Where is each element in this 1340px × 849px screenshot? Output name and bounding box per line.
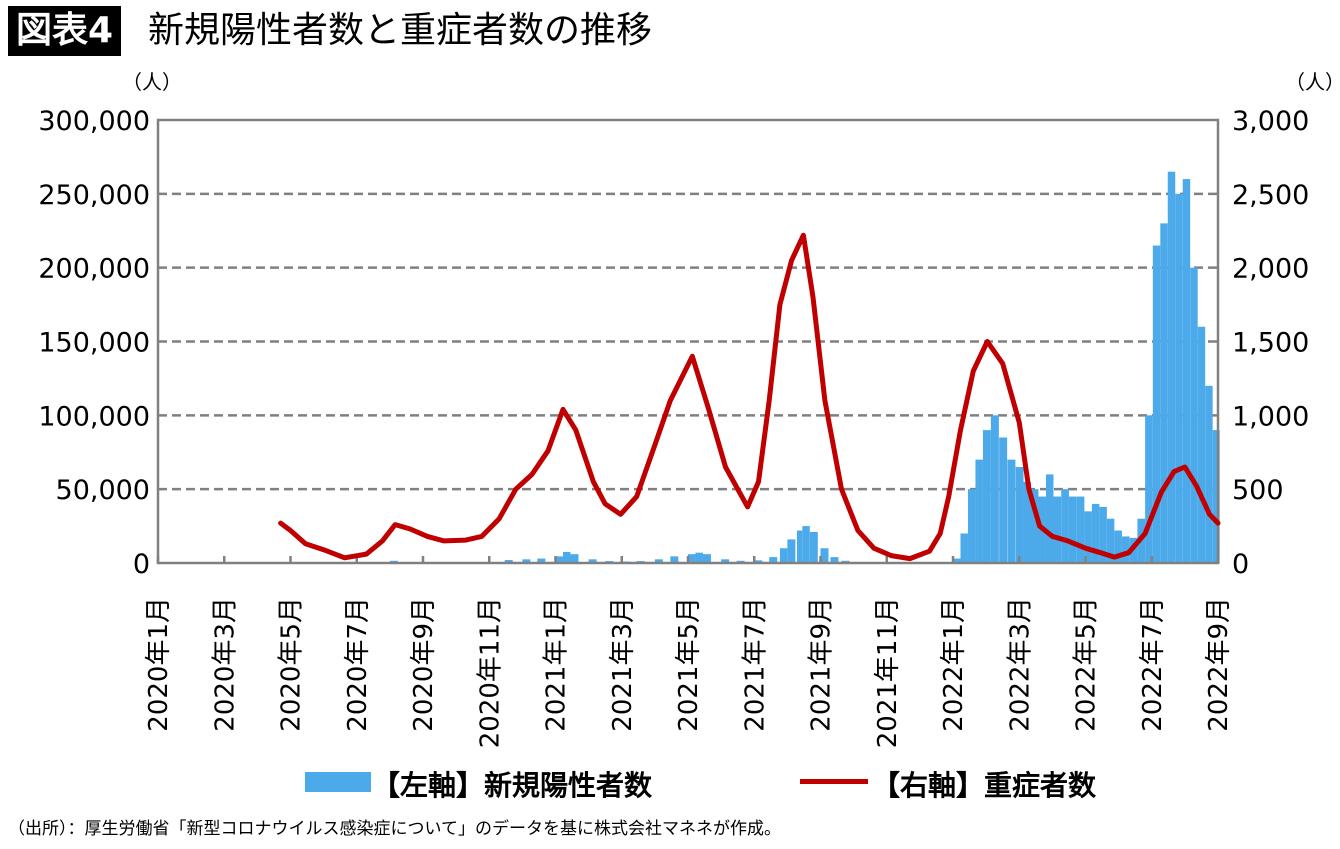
x-tick-label: 2021年9月 xyxy=(807,597,837,732)
bar xyxy=(796,530,803,563)
legend-label-bar: 【左軸】新規陽性者数 xyxy=(372,769,653,802)
bar xyxy=(688,554,696,563)
bar xyxy=(1076,496,1085,563)
right-axis-unit: （人） xyxy=(1285,70,1340,94)
x-tick-label: 2022年3月 xyxy=(1005,597,1035,732)
legend-swatch-line xyxy=(800,779,868,784)
bar xyxy=(654,559,663,563)
bar xyxy=(1106,518,1115,563)
left-tick-label: 100,000 xyxy=(38,401,150,432)
bar xyxy=(754,560,763,563)
x-tick-label: 2020年7月 xyxy=(343,597,373,732)
bar xyxy=(990,415,999,563)
left-tick-label: 50,000 xyxy=(56,475,150,506)
x-tick-label: 2021年3月 xyxy=(608,597,638,732)
x-tick-label: 2022年7月 xyxy=(1138,597,1168,732)
bar xyxy=(702,554,711,563)
left-tick-label: 300,000 xyxy=(38,106,150,137)
bar xyxy=(1084,511,1092,563)
bar xyxy=(537,558,546,563)
bar xyxy=(1114,530,1122,563)
bar xyxy=(820,548,829,563)
bar xyxy=(1212,430,1220,563)
x-tick-label: 2022年9月 xyxy=(1204,597,1234,732)
left-tick-label: 150,000 xyxy=(38,328,150,359)
x-tick-label: 2021年7月 xyxy=(740,597,770,732)
legend-label-line: 【右軸】重症者数 xyxy=(872,769,1097,802)
x-tick-label: 2020年1月 xyxy=(144,597,174,732)
bar xyxy=(1167,171,1176,563)
bar xyxy=(1175,193,1183,564)
bar xyxy=(588,559,597,563)
bar xyxy=(562,551,571,563)
x-tick-label: 2022年1月 xyxy=(939,597,969,732)
bar xyxy=(522,559,531,563)
bar xyxy=(1182,179,1191,564)
bar xyxy=(1099,506,1107,563)
bar xyxy=(769,557,778,563)
bar xyxy=(967,489,976,563)
x-tick-label: 2021年5月 xyxy=(674,597,704,732)
severe-cases-line xyxy=(278,232,1221,562)
bar xyxy=(555,556,563,563)
x-tick-label: 2021年11月 xyxy=(873,597,903,748)
bar xyxy=(1031,489,1039,563)
bar xyxy=(504,560,513,563)
right-tick-label: 2,500 xyxy=(1232,180,1309,211)
bar xyxy=(802,526,810,563)
bar xyxy=(1197,326,1206,563)
bar xyxy=(1121,536,1130,563)
bar xyxy=(1145,415,1153,563)
bar xyxy=(695,552,703,563)
bar xyxy=(570,554,579,563)
bar xyxy=(1045,474,1054,563)
x-tick-label: 2020年5月 xyxy=(277,597,307,732)
right-tick-label: 500 xyxy=(1232,475,1284,506)
left-tick-label: 0 xyxy=(133,549,150,580)
bar xyxy=(779,548,788,563)
bar xyxy=(1190,267,1198,563)
bar xyxy=(999,437,1008,563)
bar xyxy=(1160,223,1168,563)
bar xyxy=(960,533,968,563)
bar xyxy=(982,430,991,563)
right-tick-label: 1,000 xyxy=(1232,401,1309,432)
source-note: （出所）：厚生労働省「新型コロナウイルス感染症について」のデータを基に株式会社マ… xyxy=(8,819,781,839)
right-tick-label: 3,000 xyxy=(1232,106,1309,137)
bar xyxy=(787,539,796,563)
x-tick-label: 2020年9月 xyxy=(409,597,439,732)
x-tick-label: 2020年11月 xyxy=(475,597,505,748)
bar xyxy=(1091,503,1100,563)
figure-label: 図表4 xyxy=(8,6,122,56)
bar xyxy=(830,557,839,563)
bar xyxy=(1023,481,1032,563)
bar xyxy=(953,558,961,563)
bar xyxy=(1007,459,1016,563)
bar xyxy=(1053,496,1062,563)
x-tick-label: 2020年3月 xyxy=(210,597,240,732)
right-tick-label: 2,000 xyxy=(1232,254,1309,285)
left-tick-label: 250,000 xyxy=(38,180,150,211)
bar xyxy=(1015,467,1024,563)
bar xyxy=(1152,245,1161,563)
x-tick-label: 2022年5月 xyxy=(1072,597,1102,732)
bar xyxy=(1061,489,1069,563)
x-tick-label: 2021年1月 xyxy=(542,597,572,732)
bar xyxy=(975,459,983,563)
chart-title: 新規陽性者数と重症者数の推移 xyxy=(148,10,653,51)
legend-swatch-bar xyxy=(305,772,371,792)
bar xyxy=(670,556,679,563)
right-tick-label: 0 xyxy=(1232,549,1249,580)
bar xyxy=(721,559,730,563)
bar xyxy=(1205,385,1213,563)
left-axis-unit: （人） xyxy=(122,70,182,94)
bar xyxy=(809,531,818,563)
left-tick-label: 200,000 xyxy=(38,254,150,285)
right-tick-label: 1,500 xyxy=(1232,328,1309,359)
bar xyxy=(1068,496,1077,563)
